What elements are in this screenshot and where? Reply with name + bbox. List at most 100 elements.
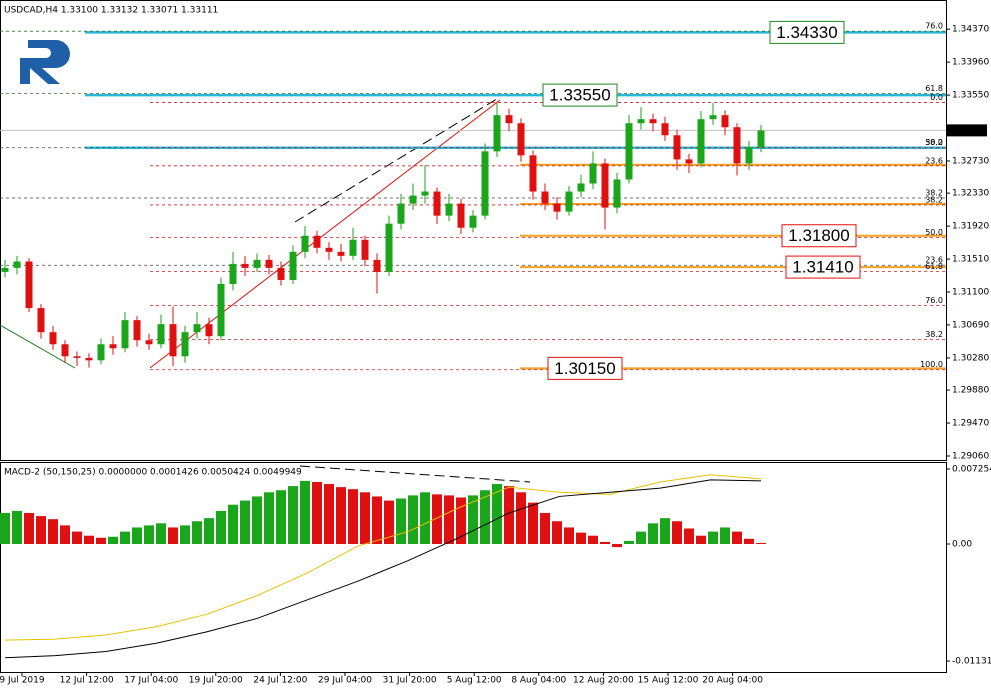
trend-line (294, 96, 501, 223)
macd-bar (540, 512, 550, 544)
candle-body (421, 191, 429, 196)
candle-body (457, 203, 465, 228)
fib-label: 100.0 (920, 360, 943, 369)
macd-bar (108, 536, 118, 544)
candle-body (157, 324, 165, 345)
candle-body (217, 283, 225, 337)
candle-body (613, 179, 621, 208)
macd-y-tick-label: -0.011319 (952, 657, 991, 667)
macd-bar (132, 527, 142, 544)
macd-bar (456, 497, 466, 544)
macd-bar (756, 542, 766, 544)
macd-bar (72, 531, 82, 544)
macd-bar (672, 521, 682, 544)
fib-label: 61.8 (925, 84, 943, 93)
fib-label: 38.2 (925, 330, 943, 339)
candle-body (61, 344, 69, 357)
macd-bar (300, 480, 310, 544)
price-box (542, 83, 618, 107)
x-tick-label: 17 Jul 04:00 (124, 676, 178, 686)
trend-line (149, 99, 501, 369)
x-tick-label: 29 Jul 04:00 (318, 676, 372, 686)
candle-body (721, 115, 729, 128)
macd-bar (612, 543, 622, 548)
macd-bar (408, 495, 418, 544)
x-tick-label: 5 Aug 12:00 (447, 676, 502, 686)
candle-body (541, 191, 549, 204)
macd-bar (504, 486, 514, 544)
macd-bar (396, 498, 406, 544)
x-tick-label: 8 Aug 04:00 (511, 676, 566, 686)
candle-body (13, 261, 21, 268)
candle-body (193, 324, 201, 333)
y-tick-label: 1.29060 (952, 451, 989, 461)
price-box-label: 1.30150 (554, 359, 615, 378)
candle-body (397, 203, 405, 224)
y-tick-label: 1.31920 (952, 222, 989, 232)
trend-line (299, 465, 531, 483)
candle-body (121, 320, 129, 349)
candle-body (301, 235, 309, 252)
macd-bar (288, 486, 298, 544)
y-tick-label: 1.32330 (952, 189, 989, 199)
candle-body (577, 183, 585, 192)
x-tick-label: 12 Aug 20:00 (573, 676, 634, 686)
macd-bar (624, 540, 634, 544)
candle-body (745, 147, 753, 164)
candle-body (181, 332, 189, 357)
macd-bar (636, 531, 646, 544)
candle-body (25, 261, 33, 309)
macd-bar (480, 490, 490, 544)
candle-body (145, 340, 153, 345)
current-price-label: 1.33111 (950, 126, 987, 136)
macd-bar (120, 531, 130, 544)
macd-bar (720, 527, 730, 544)
macd-title: MACD-2 (50,150,25) 0.0000000 0.0001426 0… (4, 468, 302, 478)
y-tick-label: 1.30280 (952, 353, 989, 363)
price-box-label: 1.31800 (788, 226, 849, 245)
candle-body (169, 324, 177, 357)
macd-bar (312, 481, 322, 544)
candle-body (349, 239, 357, 256)
macd-bar (264, 492, 274, 544)
candle-body (481, 151, 489, 216)
candle-body (709, 115, 717, 120)
macd-bar (468, 495, 478, 544)
macd-bar (696, 535, 706, 544)
x-tick-label: 24 Jul 12:00 (253, 676, 307, 686)
macd-bar (432, 494, 442, 544)
candle-body (37, 308, 45, 333)
macd-bar (732, 531, 742, 544)
macd-bar (204, 518, 214, 544)
y-tick-label: 1.32730 (952, 156, 989, 166)
candle-body (109, 344, 117, 349)
x-tick-label: 15 Aug 12:00 (638, 676, 699, 686)
macd-bar (552, 521, 562, 544)
macd-bar (384, 500, 394, 544)
x-tick-label: 31 Jul 20:00 (383, 676, 437, 686)
macd-bar (348, 489, 358, 544)
macd-bar (492, 484, 502, 544)
candle-body (313, 235, 321, 248)
y-tick-label: 1.31510 (952, 255, 989, 265)
x-tick-label: 19 Jul 20:00 (189, 676, 243, 686)
price-box-label: 1.34330 (776, 23, 837, 42)
macd-bar (24, 512, 34, 544)
macd-bar (420, 492, 430, 544)
fib-label: 76.0 (925, 22, 943, 31)
logo (20, 40, 70, 84)
macd-bar (252, 496, 262, 544)
macd-bar (216, 510, 226, 544)
candle-body (205, 324, 213, 337)
y-tick-label: 1.29880 (952, 386, 989, 396)
candle-body (85, 357, 93, 361)
macd-y-tick-label: 0.00 (952, 539, 972, 549)
macd-bar (744, 538, 754, 544)
candle-body (637, 119, 645, 124)
macd-panel (0, 462, 947, 673)
candle-body (493, 115, 501, 152)
macd-bar (324, 484, 334, 544)
macd-bar (240, 500, 250, 544)
candle-body (445, 203, 453, 216)
